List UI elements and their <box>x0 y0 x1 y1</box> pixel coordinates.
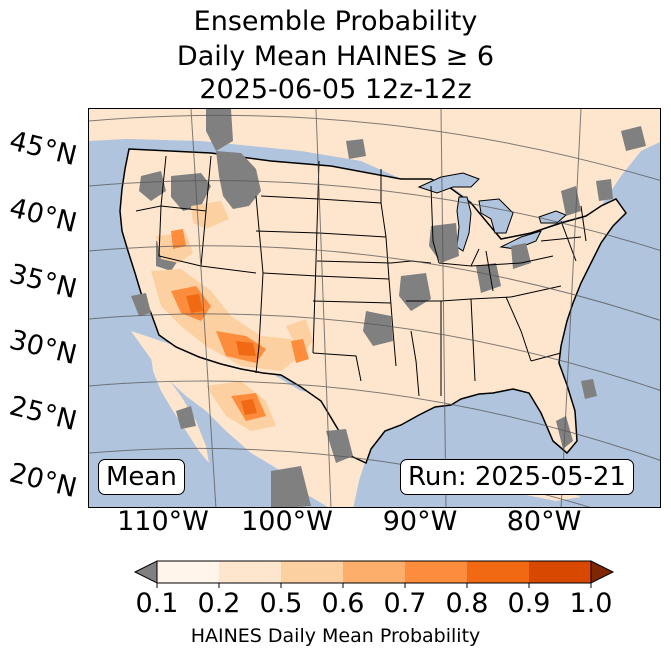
colorbar-segment <box>343 561 406 583</box>
colorbar-tick-label: 0.2 <box>197 588 241 619</box>
graticule <box>89 109 660 507</box>
lake-ontario <box>538 210 567 224</box>
colorbar-tick-label: 0.5 <box>259 588 303 619</box>
no-data-patch <box>326 429 353 463</box>
colorbar <box>133 560 615 588</box>
no-data-patch <box>171 173 211 211</box>
colorbar-under-triangle <box>133 560 158 584</box>
lon-label-80: 80°W <box>506 506 582 537</box>
lat-label-35: 35°N <box>6 258 80 306</box>
no-data-patch <box>271 466 311 507</box>
colorbar-tick-label: 0.6 <box>321 588 365 619</box>
no-data-patch <box>216 151 261 209</box>
colorbar-tick-label: 0.9 <box>507 588 551 619</box>
lat-label-30: 30°N <box>6 324 80 372</box>
prob-area-0.7 <box>291 339 309 363</box>
lake-superior <box>417 172 480 194</box>
colorbar-ticks <box>156 583 592 588</box>
run-date-badge: Run: 2025-05-21 <box>400 459 634 495</box>
lon-label-110: 110°W <box>117 506 209 537</box>
colorbar-segment <box>281 561 344 583</box>
prob-area-0.8 <box>241 399 257 415</box>
colorbar-segment <box>467 561 530 583</box>
no-data-patch <box>596 179 613 201</box>
no-data-patch <box>176 406 196 429</box>
no-data-patch <box>139 171 166 201</box>
no-data-patch <box>346 139 366 159</box>
no-data-patch <box>621 126 646 151</box>
colorbar-outline <box>156 560 592 584</box>
no-data-patch <box>476 263 501 293</box>
lon-label-90: 90°W <box>382 506 458 537</box>
title-line-2: Daily Mean HAINES ≥ 6 <box>176 41 495 72</box>
lat-label-25: 25°N <box>6 390 80 438</box>
baja-land <box>151 356 209 463</box>
map-panel <box>88 108 661 508</box>
probability-shading <box>151 201 313 431</box>
prob-area-0.8 <box>236 341 256 356</box>
lake-huron <box>478 198 514 234</box>
lat-label-40: 40°N <box>6 192 80 240</box>
colorbar-segment <box>405 561 468 583</box>
prob-area-0.8 <box>186 294 203 313</box>
colorbar-segment <box>157 561 220 583</box>
colorbar-tick-label: 0.8 <box>445 588 489 619</box>
prob-area-0.7 <box>171 229 186 249</box>
no-data-patch <box>363 311 393 346</box>
state-borders <box>135 155 587 397</box>
lat-label-20: 20°N <box>6 457 80 505</box>
prob-area-0.5 <box>286 319 313 356</box>
lat-label-45: 45°N <box>6 125 80 173</box>
colorbar-over-triangle <box>590 560 615 584</box>
colorbar-segment <box>219 561 282 583</box>
map-canvas <box>89 109 660 507</box>
lake-michigan <box>456 196 472 252</box>
no-data-patch <box>581 379 597 399</box>
no-data-patches <box>131 109 646 507</box>
title-line-3: 2025-06-05 12z-12z <box>199 74 472 105</box>
prob-area-0.5 <box>191 201 229 229</box>
colorbar-segments <box>157 561 592 583</box>
no-data-patch <box>511 243 531 269</box>
colorbar-label: HAINES Daily Mean Probability <box>190 625 481 647</box>
mean-badge: Mean <box>98 459 185 495</box>
colorbar-tick-label: 1.0 <box>569 588 613 619</box>
title-line-1: Ensemble Probability <box>193 6 478 37</box>
colorbar-segment <box>529 561 592 583</box>
no-data-patch <box>206 109 233 151</box>
colorbar-tick-label: 0.7 <box>383 588 427 619</box>
colorbar-tick-label: 0.1 <box>135 588 179 619</box>
lon-label-100: 100°W <box>241 506 333 537</box>
no-data-patch <box>131 293 151 316</box>
